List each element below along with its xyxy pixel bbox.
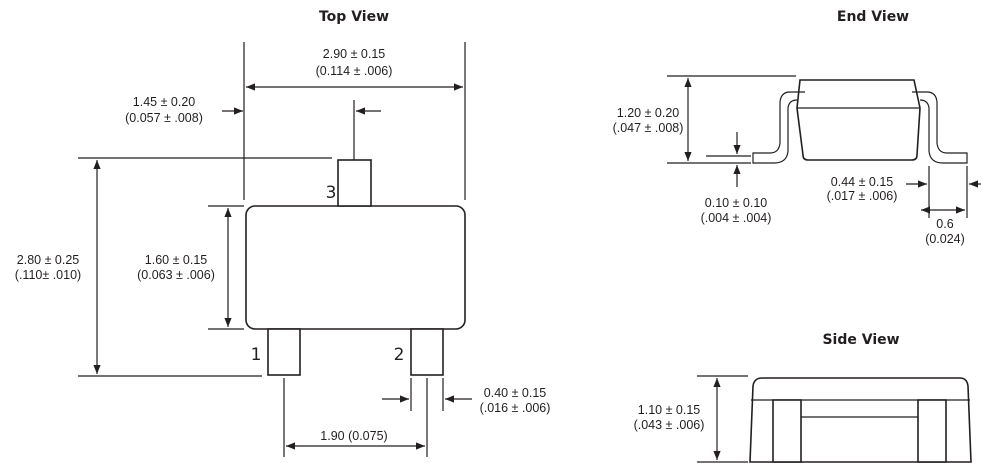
body-height-mm-label: 1.60 ± 0.15: [145, 253, 208, 267]
side-view-body: [749, 377, 972, 463]
lead-3: [337, 159, 372, 207]
side-height-mm-label: 1.10 ± 0.15: [638, 403, 701, 417]
lead3-offset-mm-label: 1.45 ± 0.20: [133, 95, 196, 109]
end-view-lead-left: [752, 91, 805, 164]
side-view-lead-2: [917, 399, 947, 463]
side-height-in-label: (.043 ± .006): [634, 418, 705, 432]
total-height-in-label: (.110± .010): [15, 268, 81, 282]
side-view-lead-1: [772, 399, 802, 463]
total-height-mm-label: 2.80 ± 0.25: [17, 253, 80, 267]
standoff-in-label: (.004 ± .004): [701, 211, 772, 225]
width-mm-label: 2.90 ± 0.15: [323, 47, 386, 61]
lead-width-in-label: (.016 ± .006): [480, 401, 551, 415]
lead-1: [267, 328, 301, 376]
lead-width-mm-label: 0.40 ± 0.15: [484, 386, 547, 400]
end-view-lead-right: [912, 91, 968, 164]
body-height-in-label: (0.063 ± .006): [137, 268, 215, 282]
end-view-body: [796, 79, 921, 161]
foot-span-in-label: (0.024): [925, 232, 965, 246]
foot-span-mm-label: 0.6: [936, 217, 953, 231]
foot-mm-label: 0.44 ± 0.15: [831, 175, 894, 189]
standoff-mm-label: 0.10 ± 0.10: [705, 196, 768, 210]
top-view-title: Top View: [319, 9, 389, 25]
end-view-title: End View: [837, 9, 909, 25]
side-view-title: Side View: [822, 332, 899, 348]
top-view: Top View 3 1 2 2.90 ± 0.15 (0.114 ± .006…: [15, 9, 551, 457]
lead-2: [410, 328, 444, 376]
end-height-in-label: (.047 ± .008): [613, 121, 684, 135]
end-view: End View 1.20 ± 0.20 (.047 ± .008) 0.10 …: [613, 9, 981, 246]
top-view-body: [245, 205, 466, 330]
pin-3-label: 3: [326, 183, 337, 203]
lead3-offset-in-label: (0.057 ± .008): [125, 111, 203, 125]
end-height-mm-label: 1.20 ± 0.20: [617, 106, 680, 120]
pin-1-label: 1: [251, 345, 262, 365]
side-view: Side View 1.10 ± 0.15 (.043 ± .006): [634, 332, 972, 463]
foot-in-label: (.017 ± .006): [827, 189, 898, 203]
pitch-label: 1.90 (0.075): [320, 429, 387, 443]
pin-2-label: 2: [394, 345, 405, 365]
width-in-label: (0.114 ± .006): [316, 64, 393, 78]
